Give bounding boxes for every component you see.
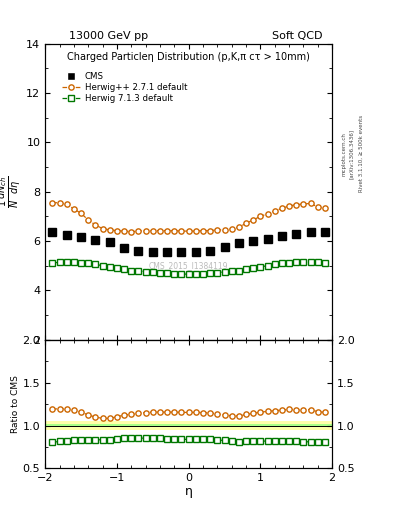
- X-axis label: η: η: [185, 485, 193, 498]
- Text: 13000 GeV pp: 13000 GeV pp: [69, 31, 148, 41]
- Legend: CMS, Herwig++ 2.7.1 default, Herwig 7.1.3 default: CMS, Herwig++ 2.7.1 default, Herwig 7.1.…: [58, 69, 191, 107]
- Text: Charged Particleη Distribution (p,K,π cτ > 10mm): Charged Particleη Distribution (p,K,π cτ…: [67, 52, 310, 62]
- Text: Rivet 3.1.10, ≥ 500k events: Rivet 3.1.10, ≥ 500k events: [359, 115, 364, 192]
- Bar: [45, 424, 332, 428]
- Text: Soft QCD: Soft QCD: [272, 31, 323, 41]
- Y-axis label: Ratio to CMS: Ratio to CMS: [11, 375, 20, 433]
- Y-axis label: $\frac{1}{N}\frac{dN_{ch}}{d\eta}$: $\frac{1}{N}\frac{dN_{ch}}{d\eta}$: [0, 175, 24, 208]
- Text: mcplots.cern.ch: mcplots.cern.ch: [342, 132, 346, 176]
- Bar: [45, 421, 332, 430]
- Text: CMS_2015_I1384119: CMS_2015_I1384119: [149, 261, 228, 270]
- Text: [arXiv:1306.3436]: [arXiv:1306.3436]: [349, 129, 354, 179]
